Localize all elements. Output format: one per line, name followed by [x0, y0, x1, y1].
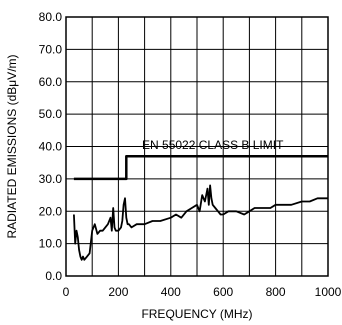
x-tick-label: 200 [108, 285, 128, 299]
plot-frame [65, 16, 329, 277]
x-tick-label: 1000 [315, 285, 342, 299]
y-tick-label: 60.0 [39, 75, 63, 89]
limit-annotation: EN 55022 CLASS B LIMIT [142, 138, 284, 152]
y-tick-label: 50.0 [39, 107, 63, 121]
x-axis-title: FREQUENCY (MHz) [141, 307, 252, 321]
y-tick-label: 20.0 [39, 204, 63, 218]
y-tick-label: 30.0 [39, 172, 63, 186]
x-tick-label: 0 [63, 285, 70, 299]
emissions-line [73, 184, 328, 261]
x-ticks: 0 200 400 600 800 1000 [63, 285, 342, 299]
y-tick-label: 0.0 [45, 269, 62, 283]
y-ticks: 0.0 10.0 20.0 30.0 40.0 50.0 60.0 70.0 80.0 [39, 10, 63, 283]
series [73, 154, 328, 261]
limit-line [73, 154, 328, 181]
x-tick-label: 400 [161, 285, 181, 299]
y-tick-label: 80.0 [39, 10, 63, 24]
x-tick-label: 600 [213, 285, 233, 299]
x-tick-label: 800 [266, 285, 286, 299]
y-tick-label: 10.0 [39, 237, 63, 251]
y-tick-label: 70.0 [39, 42, 63, 56]
y-tick-label: 40.0 [39, 140, 63, 154]
y-axis-title: RADIATED EMISSIONS (dBμV/m) [5, 54, 19, 238]
